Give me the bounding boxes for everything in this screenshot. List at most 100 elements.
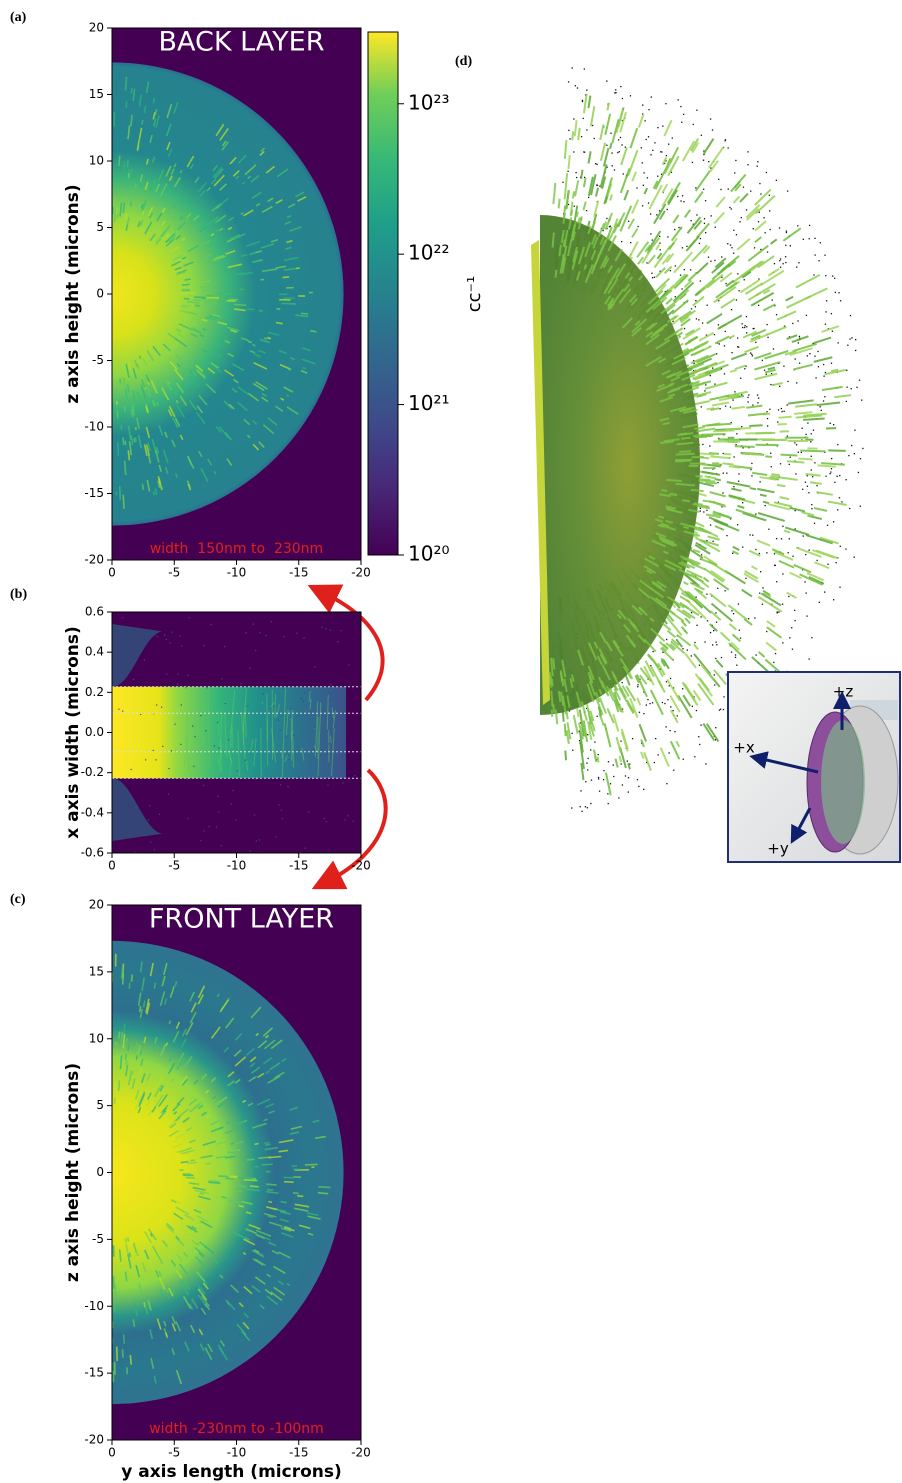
debris-dot — [799, 336, 800, 337]
debris-dot — [704, 218, 705, 219]
jet — [682, 500, 690, 501]
debris-dot — [680, 200, 681, 201]
jet — [729, 466, 741, 467]
debris-dot — [588, 758, 589, 759]
debris-dot — [638, 786, 639, 787]
debris-dot — [780, 258, 781, 259]
debris-dot — [647, 177, 648, 178]
speck — [135, 806, 136, 807]
debris-dot — [699, 744, 700, 745]
debris-dot — [774, 263, 775, 264]
jet — [757, 489, 774, 492]
debris-dot — [628, 221, 629, 222]
x-tick-label: 0 — [108, 1446, 116, 1460]
jet — [800, 450, 825, 451]
jet — [786, 297, 794, 301]
filament — [126, 77, 127, 91]
debris-dot — [716, 622, 717, 623]
speck — [148, 819, 149, 820]
jet — [737, 506, 744, 508]
debris-dot — [791, 627, 792, 628]
filament — [135, 437, 136, 442]
debris-dot — [779, 386, 780, 387]
debris-dot — [694, 756, 695, 757]
jet — [628, 219, 634, 229]
debris-dot — [666, 155, 667, 156]
jet — [815, 562, 830, 568]
debris-dot — [786, 231, 787, 232]
jet — [605, 114, 610, 135]
jet — [763, 304, 775, 310]
debris-dot — [797, 320, 798, 321]
jet — [584, 711, 587, 721]
debris-dot — [854, 557, 855, 558]
debris-dot — [817, 351, 818, 352]
debris-dot — [666, 681, 667, 682]
debris-dot — [644, 120, 645, 121]
debris-dot — [660, 151, 661, 152]
debris-dot — [845, 479, 846, 480]
jet — [559, 691, 560, 702]
debris-dot — [830, 471, 831, 472]
jet — [639, 114, 644, 127]
debris-dot — [642, 162, 643, 163]
debris-dot — [781, 538, 782, 539]
speck — [348, 815, 349, 816]
jet — [565, 173, 567, 199]
jet — [744, 619, 752, 625]
debris-dot — [763, 217, 764, 218]
debris-dot — [652, 239, 653, 240]
speck — [218, 747, 219, 748]
speck — [162, 746, 163, 747]
debris-dot — [735, 657, 736, 658]
speck — [211, 624, 212, 625]
filament — [318, 1193, 328, 1194]
jet — [600, 124, 603, 140]
jet — [681, 438, 690, 439]
speck — [296, 633, 297, 634]
x-tick-label: 0 — [108, 859, 116, 873]
y-axis-label: x axis width (microns) — [63, 626, 83, 838]
speck — [281, 810, 282, 811]
speck — [169, 642, 170, 643]
debris-dot — [732, 399, 733, 400]
debris-dot — [576, 177, 577, 178]
debris-dot — [712, 129, 713, 130]
jet — [757, 540, 770, 545]
debris-dot — [744, 279, 745, 280]
debris-dot — [813, 274, 814, 275]
debris-dot — [718, 324, 719, 325]
debris-dot — [846, 387, 847, 388]
filament — [297, 1196, 303, 1197]
debris-dot — [801, 452, 802, 453]
debris-dot — [690, 220, 691, 221]
debris-dot — [807, 422, 808, 423]
debris-dot — [807, 355, 808, 356]
debris-dot — [622, 682, 623, 683]
debris-dot — [777, 612, 778, 613]
debris-dot — [778, 611, 779, 612]
debris-dot — [769, 229, 770, 230]
filament — [282, 277, 289, 278]
jet — [665, 267, 672, 274]
jet — [624, 190, 628, 200]
debris-dot — [746, 326, 747, 327]
jet — [721, 632, 730, 641]
debris-dot — [623, 173, 624, 174]
speck — [247, 706, 248, 707]
debris-dot — [779, 227, 780, 228]
speck — [314, 666, 315, 667]
jet — [621, 148, 627, 165]
debris-dot — [840, 546, 841, 547]
filament — [154, 491, 155, 495]
debris-dot — [735, 654, 736, 655]
debris-dot — [742, 502, 743, 503]
jet — [565, 751, 566, 761]
debris-dot — [802, 489, 803, 490]
debris-dot — [785, 262, 786, 263]
debris-dot — [719, 343, 720, 344]
debris-dot — [625, 775, 626, 776]
debris-dot — [714, 334, 715, 335]
jet — [778, 417, 791, 418]
jet — [694, 644, 698, 649]
